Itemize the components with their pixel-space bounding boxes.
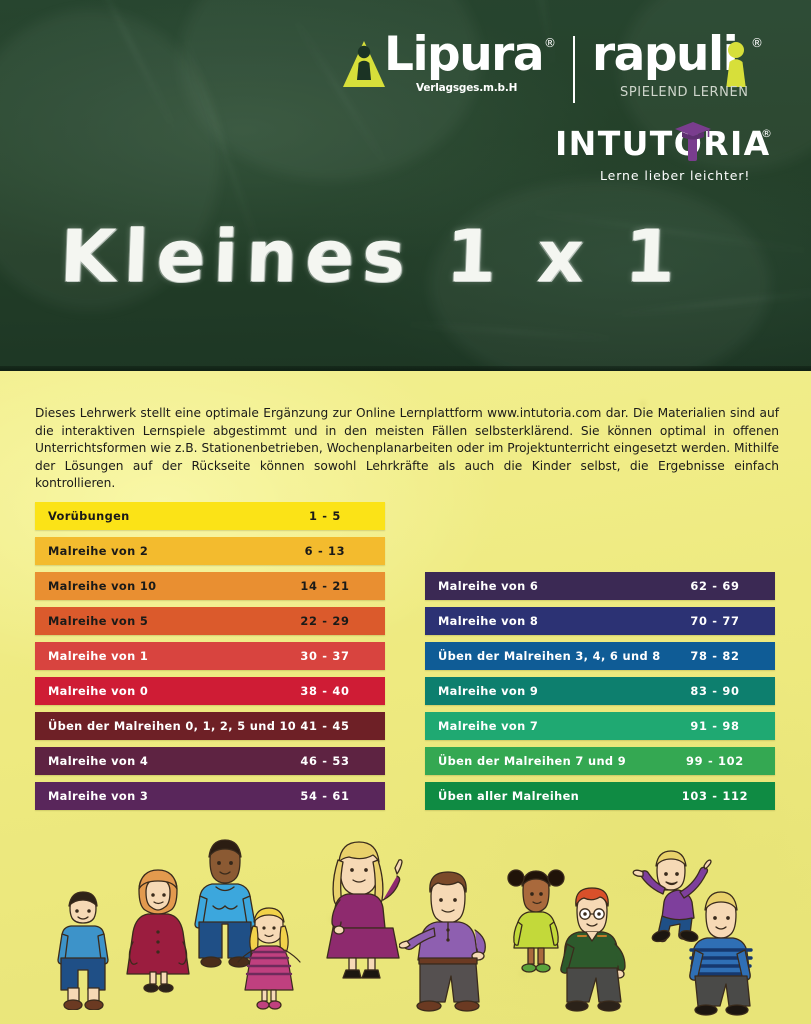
toc-row-pages: 30 - 37 [300, 649, 350, 663]
content-area: Dieses Lehrwerk stellt eine optimale Erg… [0, 371, 811, 1024]
toc-row-pages: 91 - 98 [690, 719, 740, 733]
kid-girl-jumping [632, 850, 712, 943]
toc-row-label: Üben aller Malreihen [438, 789, 580, 803]
kid-boy-striped-sweater [689, 891, 753, 1016]
intutoria-purple-i-bar [688, 131, 697, 161]
toc-row[interactable]: Üben der Malreihen 0, 1, 2, 5 und 10 41 -… [35, 712, 385, 740]
toc-row-pages: 14 - 21 [300, 579, 350, 593]
toc-row[interactable]: Üben der Malreihen 7 und 9 99 - 102 [425, 747, 775, 775]
kid-girl-red-dress [126, 869, 190, 993]
toc-row-label: Üben der Malreihen 7 und 9 [438, 754, 627, 768]
toc-row-pages: 70 - 77 [690, 614, 740, 628]
toc-row-pages: 41 - 45 [300, 719, 350, 733]
kid-girl-blonde-magenta [326, 841, 403, 979]
toc-right-column: Malreihe von 6 62 - 69 Malreihe von 8 70 - … [425, 572, 775, 817]
toc-row-pages: 62 - 69 [690, 579, 740, 593]
toc-row[interactable]: Malreihe von 4 46 - 53 [35, 747, 385, 775]
toc-row-label: Malreihe von 2 [48, 544, 149, 558]
toc-row-pages: 99 - 102 [686, 754, 744, 768]
toc-row[interactable]: Malreihe von 8 70 - 77 [425, 607, 775, 635]
logo-divider [573, 36, 575, 103]
toc-row-label: Üben der Malreihen 0, 1, 2, 5 und 10 [48, 719, 297, 733]
toc-row[interactable]: Malreihe von 0 38 - 40 [35, 677, 385, 705]
toc-row-pages: 6 - 13 [304, 544, 346, 558]
lipura-triangle-pawn-icon [343, 41, 385, 87]
toc-row[interactable]: Üben der Malreihen 3, 4, 6 und 8 78 - 82 [425, 642, 775, 670]
lipura-wordmark: Lipura [384, 27, 545, 82]
rapuli-subtitle: SPIELEND LERNEN [620, 85, 749, 100]
toc-row-pages: 54 - 61 [300, 789, 350, 803]
toc-row-pages: 38 - 40 [300, 684, 350, 698]
toc-row-pages: 78 - 82 [690, 649, 740, 663]
kid-boy-glasses-green [560, 887, 626, 1012]
children-illustration [0, 826, 811, 1024]
toc-row[interactable]: Malreihe von 5 22 - 29 [35, 607, 385, 635]
toc-row-pages: 1 - 5 [308, 509, 341, 523]
toc-row-label: Malreihe von 8 [438, 614, 539, 628]
intro-paragraph: Dieses Lehrwerk stellt eine optimale Erg… [35, 406, 779, 491]
lipura-subtitle: Verlagsges.m.b.H [416, 82, 518, 94]
lipura-registered-mark: ® [544, 36, 556, 50]
toc-row-pages: 46 - 53 [300, 754, 350, 768]
intutoria-registered-mark: ® [761, 127, 772, 140]
toc-row[interactable]: Malreihe von 2 6 - 13 [35, 537, 385, 565]
toc-row-label: Malreihe von 6 [438, 579, 539, 593]
toc-row-label: Üben der Malreihen 3, 4, 6 und 8 [438, 649, 661, 663]
rapuli-pawn-icon [726, 42, 746, 87]
kid-girl-green-dress [507, 869, 565, 973]
intutoria-tagline: Lerne lieber leichter! [600, 168, 751, 183]
publisher-logo-lockup: Lipura ® Verlagsges.m.b.H rapuli ® SPIEL… [342, 27, 772, 108]
toc-row[interactable]: Malreihe von 3 54 - 61 [35, 782, 385, 810]
graduation-cap-icon [675, 122, 711, 140]
toc-row[interactable]: Üben aller Malreihen 103 - 112 [425, 782, 775, 810]
toc-row-label: Malreihe von 9 [438, 684, 539, 698]
toc-row-label: Malreihe von 5 [48, 614, 149, 628]
kid-boy-blue-sweater [194, 839, 256, 968]
kid-boy-purple-shirt [399, 871, 486, 1012]
intutoria-wordmark: INTUTORIA [555, 124, 771, 163]
toc-row[interactable]: Malreihe von 6 62 - 69 [425, 572, 775, 600]
intutoria-logo-lockup: INTUTORIA ® Lerne lieber leichter! [500, 122, 785, 188]
toc-row-pages: 83 - 90 [690, 684, 740, 698]
toc-row[interactable]: Malreihe von 10 14 - 21 [35, 572, 385, 600]
kid-boy-blue-shorts [57, 891, 109, 1010]
toc-row[interactable]: Malreihe von 7 91 - 98 [425, 712, 775, 740]
page-title: Kleines 1 x 1 [58, 214, 685, 298]
chalkboard-bottom-edge [0, 366, 811, 371]
toc-row[interactable]: Vorübungen 1 - 5 [35, 502, 385, 530]
toc-row-label: Malreihe von 0 [48, 684, 149, 698]
toc-row-label: Malreihe von 4 [48, 754, 149, 768]
toc-row-label: Malreihe von 7 [438, 719, 539, 733]
toc-row-label: Vorübungen [48, 509, 130, 523]
toc-row-label: Malreihe von 3 [48, 789, 149, 803]
toc-row[interactable]: Malreihe von 1 30 - 37 [35, 642, 385, 670]
toc-row-pages: 103 - 112 [681, 789, 749, 803]
toc-row-pages: 22 - 29 [300, 614, 350, 628]
chalkboard-header: Lipura ® Verlagsges.m.b.H rapuli ® SPIEL… [0, 0, 811, 371]
rapuli-wordmark: rapuli [592, 27, 739, 82]
rapuli-registered-mark: ® [751, 36, 763, 50]
toc-row[interactable]: Malreihe von 9 83 - 90 [425, 677, 775, 705]
toc-row-label: Malreihe von 10 [48, 579, 157, 593]
kid-girl-striped-dress [237, 907, 301, 1010]
toc-row-label: Malreihe von 1 [48, 649, 149, 663]
